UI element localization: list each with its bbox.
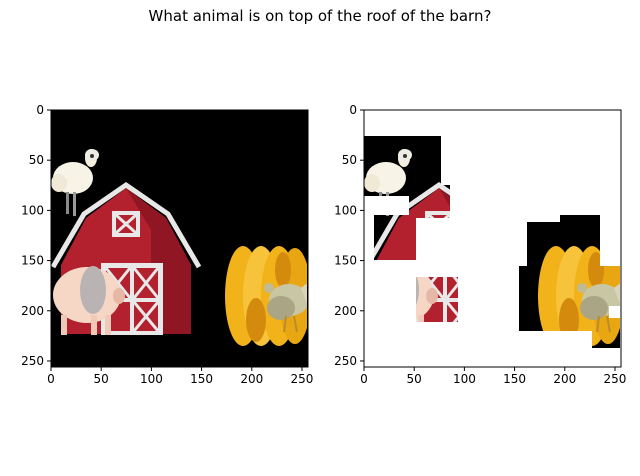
left-xtick-label-0: 0 <box>47 372 55 386</box>
right-xtick-label-0: 0 <box>360 372 368 386</box>
left-xtick-label-250: 250 <box>291 372 314 386</box>
right-panel: 0 50 100 150 200 250 0 50 100 150 200 250 <box>334 103 626 386</box>
left-ytick-label-150: 150 <box>21 254 44 268</box>
right-ytick-label-150: 150 <box>334 254 357 268</box>
right-ytick-label-50: 50 <box>342 153 357 167</box>
right-ytick-label-100: 100 <box>334 203 357 217</box>
left-y-axis: 0 50 100 150 200 250 <box>21 103 51 368</box>
left-xtick-label-50: 50 <box>94 372 109 386</box>
right-xtick-label-50: 50 <box>407 372 422 386</box>
left-ytick-label-200: 200 <box>21 304 44 318</box>
figure-suptitle: What animal is on top of the roof of the… <box>148 7 492 25</box>
left-axes-frame <box>50 109 309 368</box>
right-ytick-label-200: 200 <box>334 304 357 318</box>
left-xtick-label-200: 200 <box>240 372 263 386</box>
left-xtick-label-100: 100 <box>140 372 163 386</box>
right-xtick-label-150: 150 <box>503 372 526 386</box>
left-ytick-label-50: 50 <box>29 153 44 167</box>
left-x-axis: 0 50 100 150 200 250 <box>47 367 313 386</box>
right-ytick-label-250: 250 <box>334 354 357 368</box>
left-ytick-label-0: 0 <box>36 103 44 117</box>
right-xtick-label-200: 200 <box>553 372 576 386</box>
left-ytick-label-100: 100 <box>21 203 44 217</box>
right-x-axis: 0 50 100 150 200 250 <box>360 367 626 386</box>
right-y-axis: 0 50 100 150 200 250 <box>334 103 364 368</box>
left-panel: 0 50 100 150 200 250 0 50 100 150 200 250 <box>21 103 313 386</box>
right-axes-frame <box>363 109 622 368</box>
left-ytick-label-250: 250 <box>21 354 44 368</box>
left-xtick-label-150: 150 <box>190 372 213 386</box>
right-ytick-label-0: 0 <box>349 103 357 117</box>
right-xtick-label-100: 100 <box>453 372 476 386</box>
right-xtick-label-250: 250 <box>604 372 627 386</box>
